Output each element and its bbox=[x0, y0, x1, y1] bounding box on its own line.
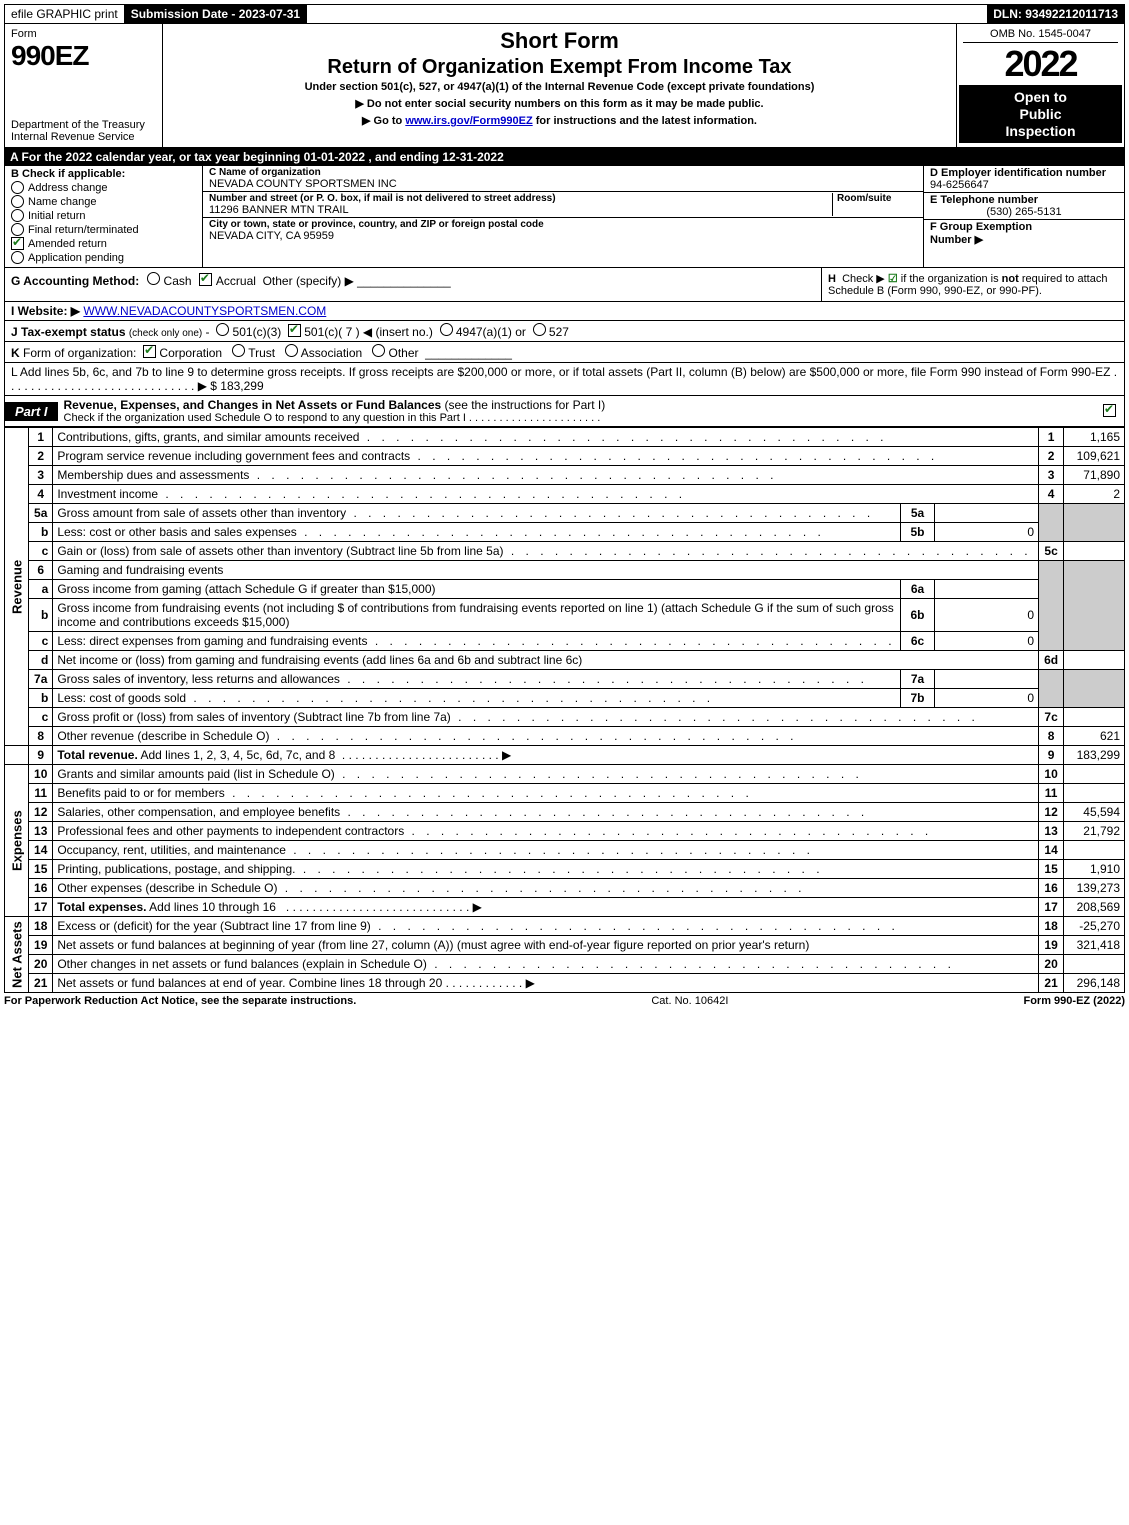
efile-print-button[interactable]: efile GRAPHIC print bbox=[5, 5, 125, 23]
goto-link[interactable]: ▶ Go to www.irs.gov/Form990EZ for instru… bbox=[169, 114, 950, 127]
line-1-amount: 1,165 bbox=[1064, 428, 1125, 447]
form-header: Form 990EZ Department of the Treasury In… bbox=[4, 24, 1125, 148]
cat-number: Cat. No. 10642I bbox=[651, 995, 728, 1007]
org-name: NEVADA COUNTY SPORTSMEN INC bbox=[209, 178, 917, 190]
form-title: Return of Organization Exempt From Incom… bbox=[169, 56, 950, 79]
page-footer: For Paperwork Reduction Act Notice, see … bbox=[4, 993, 1125, 1009]
d-label: D Employer identification number bbox=[930, 167, 1118, 179]
section-i: I Website: ▶ WWW.NEVADACOUNTYSPORTSMEN.C… bbox=[4, 302, 1125, 321]
section-j: J Tax-exempt status (check only one) - 5… bbox=[4, 321, 1125, 342]
top-bar: efile GRAPHIC print Submission Date - 20… bbox=[4, 4, 1125, 24]
part-1-tab: Part I bbox=[5, 402, 58, 421]
form-reference: Form 990-EZ (2022) bbox=[1023, 995, 1125, 1007]
submission-date: Submission Date - 2023-07-31 bbox=[125, 5, 307, 23]
section-a: A For the 2022 calendar year, or tax yea… bbox=[4, 148, 1125, 166]
header-left: Form 990EZ Department of the Treasury In… bbox=[5, 24, 163, 147]
header-center: Short Form Return of Organization Exempt… bbox=[163, 24, 957, 147]
e-label: E Telephone number bbox=[930, 194, 1118, 206]
department: Department of the Treasury Internal Reve… bbox=[11, 119, 156, 143]
part-1-table: Revenue 1 Contributions, gifts, grants, … bbox=[4, 427, 1125, 993]
side-revenue: Revenue bbox=[5, 428, 29, 746]
c-name-label: C Name of organization bbox=[209, 167, 917, 178]
ssn-warning: ▶ Do not enter social security numbers o… bbox=[169, 97, 950, 110]
section-bcdef: B Check if applicable: Address change Na… bbox=[4, 166, 1125, 268]
b-application-pending[interactable]: Application pending bbox=[11, 251, 196, 264]
short-form-title: Short Form bbox=[169, 28, 950, 54]
b-address-change[interactable]: Address change bbox=[11, 181, 196, 194]
section-b: B Check if applicable: Address change Na… bbox=[5, 166, 203, 267]
section-k: K Form of organization: Corporation Trus… bbox=[4, 342, 1125, 363]
open-to-public: Open to Public Inspection bbox=[959, 85, 1122, 143]
form-label: Form bbox=[11, 28, 156, 40]
c-city-label: City or town, state or province, country… bbox=[209, 219, 917, 230]
org-city: NEVADA CITY, CA 95959 bbox=[209, 230, 917, 242]
c-street-label: Number and street (or P. O. box, if mail… bbox=[209, 193, 832, 204]
section-g: G Accounting Method: Cash Accrual Other … bbox=[5, 268, 821, 301]
b-name-change[interactable]: Name change bbox=[11, 195, 196, 208]
part-1-title: Revenue, Expenses, and Changes in Net As… bbox=[58, 396, 1103, 426]
c-room-label: Room/suite bbox=[837, 193, 917, 204]
b-final-return[interactable]: Final return/terminated bbox=[11, 223, 196, 236]
b-initial-return[interactable]: Initial return bbox=[11, 209, 196, 222]
website-link[interactable]: WWW.NEVADACOUNTYSPORTSMEN.COM bbox=[83, 304, 326, 318]
tax-year: 2022 bbox=[1004, 43, 1076, 85]
line-1-desc: Contributions, gifts, grants, and simila… bbox=[53, 428, 1039, 447]
dln: DLN: 93492212011713 bbox=[987, 5, 1124, 23]
part-1-header: Part I Revenue, Expenses, and Changes in… bbox=[4, 396, 1125, 427]
form-subtitle: Under section 501(c), 527, or 4947(a)(1)… bbox=[169, 81, 950, 93]
ein: 94-6256647 bbox=[930, 179, 1118, 191]
b-label: B Check if applicable: bbox=[11, 168, 196, 180]
section-gh: G Accounting Method: Cash Accrual Other … bbox=[4, 268, 1125, 302]
omb-number: OMB No. 1545-0047 bbox=[963, 28, 1118, 43]
paperwork-notice: For Paperwork Reduction Act Notice, see … bbox=[4, 995, 356, 1007]
section-c: C Name of organization NEVADA COUNTY SPO… bbox=[203, 166, 924, 267]
side-netassets: Net Assets bbox=[5, 917, 29, 993]
section-def: D Employer identification number 94-6256… bbox=[924, 166, 1124, 267]
org-street: 11296 BANNER MTN TRAIL bbox=[209, 204, 832, 216]
f-label: F Group Exemption Number ▶ bbox=[930, 221, 1118, 246]
section-l: L Add lines 5b, 6c, and 7b to line 9 to … bbox=[4, 363, 1125, 396]
form-number: 990EZ bbox=[11, 40, 156, 72]
b-amended-return[interactable]: Amended return bbox=[11, 237, 196, 250]
side-expenses: Expenses bbox=[5, 765, 29, 917]
part-1-schedule-o-check[interactable] bbox=[1103, 404, 1124, 419]
telephone: (530) 265-5131 bbox=[930, 206, 1118, 218]
header-right: OMB No. 1545-0047 2022 Open to Public In… bbox=[957, 24, 1124, 147]
section-h: H Check ▶ ☑ if the organization is not r… bbox=[821, 268, 1124, 301]
